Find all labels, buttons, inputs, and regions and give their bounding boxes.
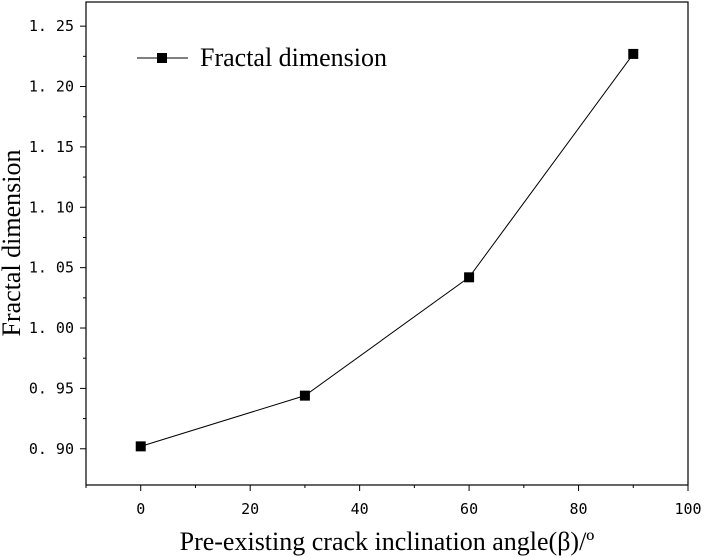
- data-point: [628, 48, 639, 59]
- y-tick-label: 0. 95: [29, 379, 74, 397]
- y-axis-title: Fractal dimension: [0, 149, 26, 336]
- x-tick-label: 80: [570, 500, 588, 518]
- x-tick-label: 40: [351, 500, 369, 518]
- x-tick-label: 60: [460, 500, 478, 518]
- legend-marker: [157, 53, 167, 63]
- y-tick-label: 0. 90: [29, 440, 74, 458]
- x-tick-label: 0: [136, 500, 145, 518]
- x-tick-label: 20: [241, 500, 259, 518]
- y-tick-label: 1. 25: [29, 17, 74, 35]
- y-tick-label: 1. 20: [29, 78, 74, 96]
- y-axis: 0. 90 0. 95 1. 00 1. 05 1. 10 1. 15 1. 20 1. 25: [29, 17, 86, 458]
- data-point: [299, 390, 310, 401]
- series-layer: [135, 48, 639, 452]
- y-tick-label: 1. 05: [29, 259, 74, 277]
- plot-frame: [85, 1, 689, 486]
- y-tick-label: 1. 10: [29, 198, 74, 216]
- x-axis-title: Pre-existing crack inclination angle(β)/…: [180, 527, 595, 556]
- x-tick-label: 100: [674, 500, 701, 518]
- legend-label: Fractal dimension: [200, 43, 387, 72]
- y-tick-label: 1. 15: [29, 138, 74, 156]
- y-tick-label: 1. 00: [29, 319, 74, 337]
- data-point: [464, 272, 475, 283]
- data-point: [135, 441, 146, 452]
- series-line: [140, 53, 634, 447]
- legend: Fractal dimension: [137, 43, 387, 72]
- x-axis: 0 20 40 60 80 100: [85, 485, 702, 518]
